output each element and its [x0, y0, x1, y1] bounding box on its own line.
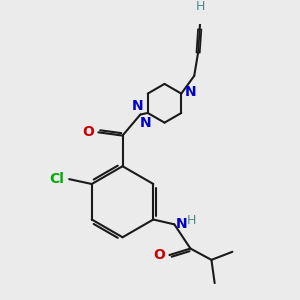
Text: O: O [154, 248, 166, 262]
Text: N: N [176, 218, 188, 231]
Text: N: N [140, 116, 151, 130]
Text: Cl: Cl [50, 172, 64, 186]
Text: N: N [184, 85, 196, 99]
Text: N: N [131, 99, 143, 113]
Text: O: O [82, 125, 94, 139]
Text: H: H [187, 214, 196, 227]
Text: H: H [196, 0, 205, 13]
